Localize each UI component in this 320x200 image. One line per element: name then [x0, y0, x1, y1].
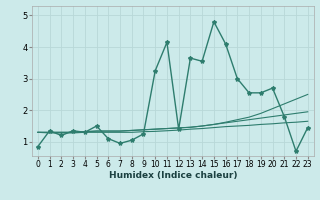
X-axis label: Humidex (Indice chaleur): Humidex (Indice chaleur): [108, 171, 237, 180]
